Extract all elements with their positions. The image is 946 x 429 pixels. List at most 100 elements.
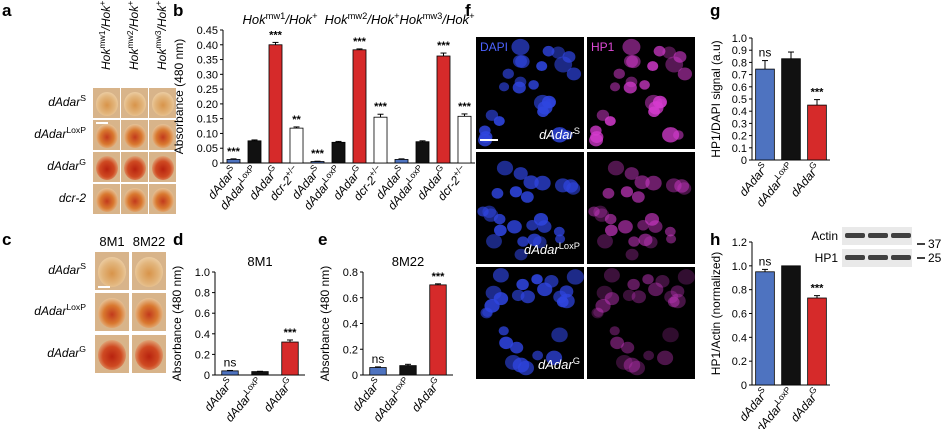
column-header-a: Hokmw1/Hok+: [97, 1, 113, 70]
bar: [331, 141, 346, 164]
y-tick-label: 0.7: [732, 70, 747, 82]
bar: [781, 58, 801, 161]
x-tick-label: dAdarG: [407, 374, 444, 414]
eye-shape: [152, 124, 174, 148]
panel-letter-c: c: [2, 230, 11, 249]
blot-band-label: HP1: [815, 251, 839, 265]
y-tick-label: 0.4: [195, 329, 210, 341]
panel-letter-e: e: [318, 230, 327, 249]
significance-label: ***: [269, 29, 283, 41]
row-label-c: dAdarLoxP: [34, 302, 86, 318]
y-tick-label: 1.0: [732, 33, 747, 45]
y-tick-label: 0: [741, 380, 747, 392]
significance-label: ***: [432, 271, 446, 283]
panel-letter-g: g: [710, 1, 720, 20]
eye-shape: [96, 156, 118, 180]
group-header: Hokmw1/Hok+: [242, 11, 317, 27]
blot-band-label: Actin: [811, 229, 838, 243]
blot-band: [845, 255, 865, 260]
eye-shape: [124, 92, 146, 116]
chart-e: 0 0.2 0.4 0.6 0.8 Absorbance (480 nm) 8M22 ns dA…: [318, 254, 453, 425]
y-tick-label: 0.8: [195, 288, 210, 300]
panel-f-microscopy: DAPI HP1 dAdarS dAdarLoxP dAdarG: [476, 37, 695, 379]
hp1-image: [587, 152, 695, 264]
bar: [226, 159, 241, 164]
significance-label: ***: [227, 146, 241, 158]
y-tick-label: 0.30: [197, 69, 218, 81]
bar: [755, 271, 775, 386]
y-tick-label: 0.1: [732, 143, 747, 155]
y-tick-label: 0.40: [197, 40, 218, 52]
y-axis-label: Absorbance (480 nm): [170, 266, 184, 381]
blot-band: [868, 255, 888, 260]
significance-label: ns: [759, 254, 772, 268]
y-tick-label: 0.6: [732, 82, 747, 94]
blot-band: [891, 255, 911, 260]
bar: [429, 284, 447, 376]
bar: [247, 140, 262, 164]
channel-label-hp1: HP1: [591, 40, 615, 54]
eye-shape: [96, 92, 118, 116]
bar: [807, 104, 827, 161]
y-tick-label: 0.2: [732, 356, 747, 368]
column-header-a: Hokmw3/Hok+: [153, 1, 169, 70]
y-axis-label: HP1/Actin (normalized): [709, 252, 723, 375]
significance-label: ***: [284, 327, 298, 339]
y-tick-label: 1.0: [195, 267, 210, 279]
panel-a-eye-images: Hokmw1/Hok+ Hokmw2/Hok+ Hokmw3/Hok+ dAdarS d…: [34, 1, 176, 214]
row-label-a: dAdarG: [47, 157, 86, 173]
panel-letter-f: f: [465, 1, 471, 20]
y-tick-label: 0: [212, 158, 218, 170]
group-header: Hokmw3/Hok+: [399, 11, 474, 27]
bar: [373, 116, 388, 164]
significance-label: ***: [811, 283, 825, 295]
y-axis-label: HP1/DAPI signal (a.u): [709, 40, 723, 157]
significance-label: ***: [374, 101, 388, 113]
blot-band: [868, 233, 888, 238]
panel-letter-d: d: [173, 230, 183, 249]
row-label-a: dAdarS: [48, 93, 86, 109]
y-tick-label: 0.4: [732, 106, 747, 118]
bar: [352, 49, 367, 164]
y-tick-label: 0.35: [197, 55, 218, 67]
row-label-c: dAdarG: [47, 344, 86, 360]
y-tick-label: 0.6: [343, 293, 358, 305]
scale-bar: [98, 286, 110, 288]
y-tick-label: 0.05: [197, 143, 218, 155]
y-tick-label: 0.10: [197, 128, 218, 140]
scale-bar: [480, 139, 498, 141]
y-tick-label: 0.8: [343, 267, 358, 279]
eye-shape: [124, 188, 146, 212]
blot-band: [845, 233, 865, 238]
significance-label: ns: [224, 355, 237, 369]
y-tick-label: 0: [204, 370, 210, 382]
y-tick-label: 0.45: [197, 25, 218, 37]
chart-title: 8M1: [247, 254, 272, 269]
row-label-a: dAdarLoxP: [34, 125, 86, 141]
row-label-f: dAdarLoxP: [524, 241, 580, 257]
bar: [394, 159, 409, 164]
bar: [807, 297, 827, 386]
eye-shape: [124, 124, 146, 148]
y-tick-label: 0.4: [732, 332, 747, 344]
bar: [268, 44, 283, 164]
bar: [399, 365, 417, 376]
eye-shape: [135, 340, 163, 370]
y-tick-label: 0.25: [197, 84, 218, 96]
y-tick-label: 1.2: [732, 237, 747, 249]
hp1-image: [587, 267, 695, 379]
significance-label: ***: [311, 148, 325, 160]
y-tick-label: 0.3: [732, 118, 747, 130]
column-header-c: 8M1: [99, 234, 124, 249]
column-header-a: Hokmw2/Hok+: [125, 1, 141, 70]
y-tick-label: 0.8: [732, 57, 747, 69]
y-axis-label: Absorbance (480 nm): [172, 39, 186, 154]
significance-label: ns: [759, 46, 772, 60]
bar: [457, 115, 472, 164]
bar: [755, 68, 775, 161]
eye-shape: [152, 92, 174, 116]
eye-shape: [152, 156, 174, 180]
significance-label: ***: [437, 40, 451, 52]
blot-band: [891, 233, 911, 238]
chart-g: 00.10.20.30.40.50.60.70.80.91.0 HP1/DAPI …: [709, 33, 830, 210]
